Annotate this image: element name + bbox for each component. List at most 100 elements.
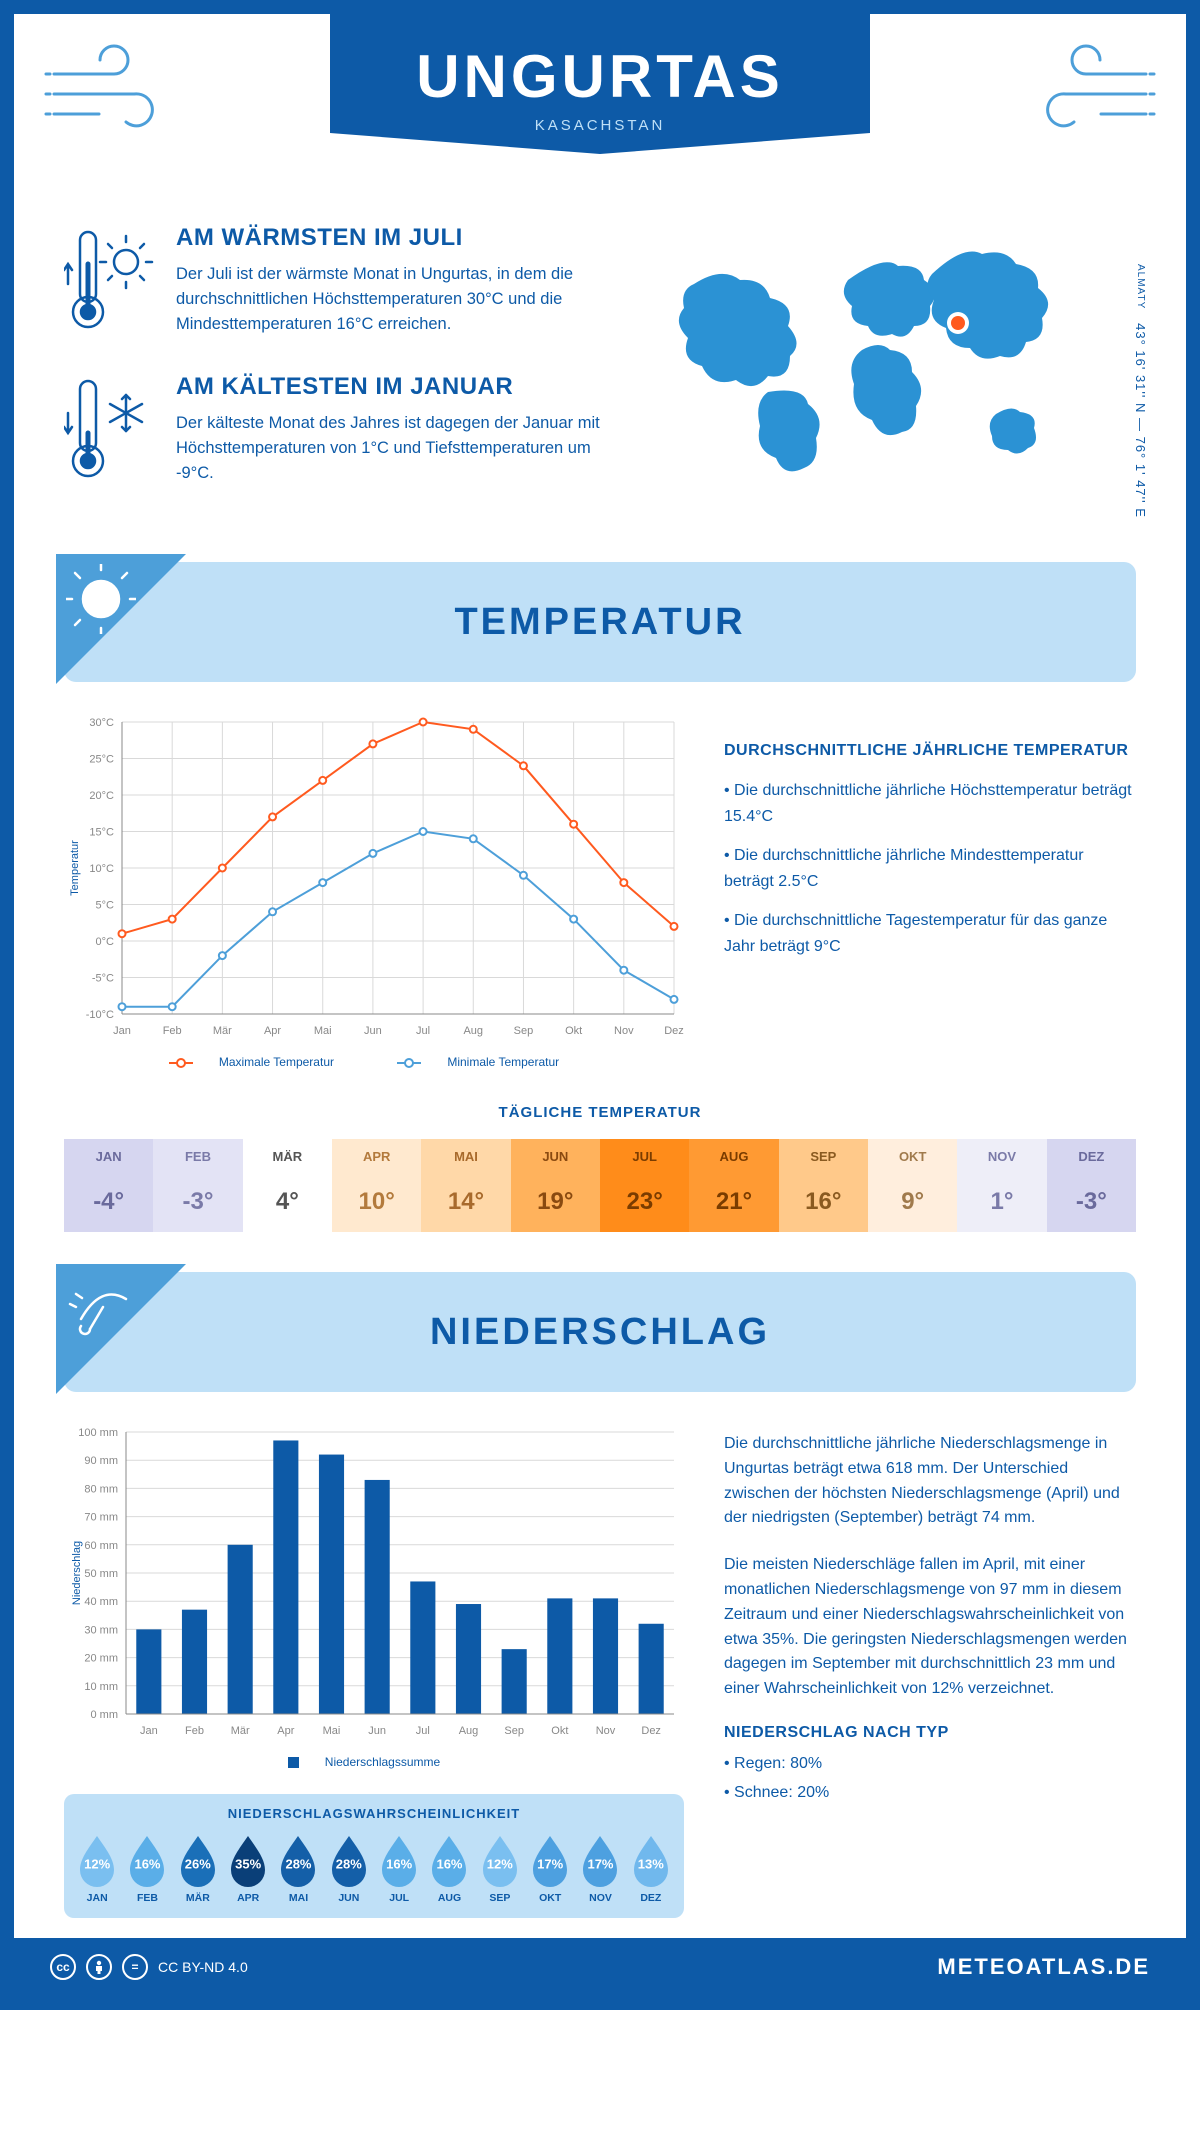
precipitation-area: 0 mm10 mm20 mm30 mm40 mm50 mm60 mm70 mm8… — [14, 1422, 1186, 1938]
probability-drop: 28%JUN — [326, 1833, 372, 1904]
svg-text:0°C: 0°C — [96, 936, 115, 948]
probability-drop: 13%DEZ — [628, 1833, 674, 1904]
temperature-legend: Maximale Temperatur Minimale Temperatur — [64, 1055, 684, 1069]
daily-cell: AUG21° — [689, 1139, 778, 1232]
coldest-fact: AM KÄLTESTEN IM JANUAR Der kälteste Mona… — [64, 373, 626, 488]
svg-text:Niederschlag: Niederschlag — [71, 1541, 83, 1605]
daily-grid: JAN-4°FEB-3°MÄR4°APR10°MAI14°JUN19°JUL23… — [64, 1139, 1136, 1232]
probability-drop: 16%JUL — [376, 1833, 422, 1904]
precipitation-chart: 0 mm10 mm20 mm30 mm40 mm50 mm60 mm70 mm8… — [64, 1422, 684, 1918]
probability-drop: 12%JAN — [74, 1833, 120, 1904]
thermometer-snow-icon — [64, 373, 154, 488]
svg-text:-5°C: -5°C — [92, 973, 114, 985]
probability-drops: 12%JAN16%FEB26%MÄR35%APR28%MAI28%JUN16%J… — [74, 1833, 674, 1904]
svg-text:Aug: Aug — [463, 1025, 483, 1037]
legend-max: Maximale Temperatur — [219, 1055, 334, 1069]
svg-text:15°C: 15°C — [89, 827, 114, 839]
warmest-title: AM WÄRMSTEN IM JULI — [176, 224, 626, 252]
section-title-temperature: TEMPERATUR — [454, 601, 745, 644]
probability-drop: 16%AUG — [426, 1833, 472, 1904]
daily-cell: MÄR4° — [243, 1139, 332, 1232]
probability-drop: 28%MAI — [275, 1833, 321, 1904]
svg-text:Mär: Mär — [231, 1725, 250, 1737]
svg-text:30°C: 30°C — [89, 717, 114, 729]
svg-text:30 mm: 30 mm — [84, 1624, 118, 1636]
svg-text:100 mm: 100 mm — [78, 1427, 118, 1439]
svg-text:Jun: Jun — [364, 1025, 382, 1037]
legend-min: Minimale Temperatur — [447, 1055, 559, 1069]
precip-legend-label: Niederschlagssumme — [325, 1755, 440, 1769]
daily-cell: SEP16° — [779, 1139, 868, 1232]
daily-cell: OKT9° — [868, 1139, 957, 1232]
svg-text:20 mm: 20 mm — [84, 1653, 118, 1665]
temp-summary-heading: DURCHSCHNITTLICHE JÄHRLICHE TEMPERATUR — [724, 742, 1136, 760]
probability-drop: 12%SEP — [477, 1833, 523, 1904]
facts-column: AM WÄRMSTEN IM JULI Der Juli ist der wär… — [64, 224, 626, 522]
section-title-precipitation: NIEDERSCHLAG — [430, 1311, 770, 1354]
svg-text:Sep: Sep — [504, 1725, 524, 1737]
svg-text:5°C: 5°C — [96, 900, 115, 912]
svg-text:50 mm: 50 mm — [84, 1568, 118, 1580]
probability-drop: 26%MÄR — [175, 1833, 221, 1904]
svg-text:Okt: Okt — [551, 1725, 568, 1737]
svg-text:Jan: Jan — [113, 1025, 131, 1037]
precip-legend: Niederschlagssumme — [64, 1755, 684, 1769]
daily-cell: APR10° — [332, 1139, 421, 1232]
world-map-icon — [656, 224, 1096, 484]
daily-cell: NOV1° — [957, 1139, 1046, 1232]
section-bar-precipitation: NIEDERSCHLAG — [64, 1272, 1136, 1392]
thermometer-sun-icon — [64, 224, 154, 339]
probability-drop: 17%NOV — [577, 1833, 623, 1904]
temperature-summary: DURCHSCHNITTLICHE JÄHRLICHE TEMPERATUR •… — [724, 712, 1136, 1069]
brand: METEOATLAS.DE — [937, 1954, 1150, 1980]
probability-drop: 35%APR — [225, 1833, 271, 1904]
wind-swirl-icon — [1016, 44, 1156, 144]
svg-text:-10°C: -10°C — [86, 1009, 114, 1021]
svg-text:Dez: Dez — [641, 1725, 661, 1737]
probability-heading: NIEDERSCHLAGSWAHRSCHEINLICHKEIT — [74, 1806, 674, 1821]
temp-summary-b1: • Die durchschnittliche jährliche Höchst… — [724, 778, 1136, 829]
license-text: CC BY-ND 4.0 — [158, 1959, 248, 1975]
location-title: UNGURTAS — [330, 42, 870, 111]
daily-cell: DEZ-3° — [1047, 1139, 1136, 1232]
svg-text:20°C: 20°C — [89, 790, 114, 802]
svg-text:Okt: Okt — [565, 1025, 582, 1037]
svg-text:60 mm: 60 mm — [84, 1540, 118, 1552]
temp-summary-b3: • Die durchschnittliche Tagestemperatur … — [724, 908, 1136, 959]
svg-text:10 mm: 10 mm — [84, 1681, 118, 1693]
warmest-text: Der Juli ist der wärmste Monat in Ungurt… — [176, 262, 626, 336]
section-bar-temperature: TEMPERATUR — [64, 562, 1136, 682]
svg-text:0 mm: 0 mm — [91, 1709, 119, 1721]
svg-text:Mai: Mai — [323, 1725, 341, 1737]
daily-cell: MAI14° — [421, 1139, 510, 1232]
svg-text:Sep: Sep — [514, 1025, 534, 1037]
probability-box: NIEDERSCHLAGSWAHRSCHEINLICHKEIT 12%JAN16… — [64, 1794, 684, 1918]
precip-type-b1: • Regen: 80% — [724, 1752, 1136, 1777]
page: UNGURTAS KASACHSTAN AM WÄRMSTEN IM JULI … — [0, 0, 1200, 2010]
coldest-text: Der kälteste Monat des Jahres ist dagege… — [176, 411, 626, 485]
svg-text:Jan: Jan — [140, 1725, 158, 1737]
coldest-title: AM KÄLTESTEN IM JANUAR — [176, 373, 626, 401]
daily-cell: JUL23° — [600, 1139, 689, 1232]
precipitation-text: Die durchschnittliche jährliche Niedersc… — [724, 1422, 1136, 1918]
svg-text:70 mm: 70 mm — [84, 1512, 118, 1524]
svg-text:80 mm: 80 mm — [84, 1483, 118, 1495]
coordinates: ALMATY 43° 16' 31'' N — 76° 1' 47'' E — [1133, 264, 1148, 518]
svg-text:Dez: Dez — [664, 1025, 684, 1037]
license: cc = CC BY-ND 4.0 — [50, 1954, 248, 1980]
temp-summary-b2: • Die durchschnittliche jährliche Mindes… — [724, 843, 1136, 894]
daily-temperature: TÄGLICHE TEMPERATUR JAN-4°FEB-3°MÄR4°APR… — [14, 1104, 1186, 1272]
probability-drop: 16%FEB — [124, 1833, 170, 1904]
map-column: ALMATY 43° 16' 31'' N — 76° 1' 47'' E — [656, 224, 1136, 522]
daily-cell: JUN19° — [511, 1139, 600, 1232]
svg-text:Nov: Nov — [614, 1025, 634, 1037]
by-icon — [86, 1954, 112, 1980]
header: UNGURTAS KASACHSTAN — [14, 14, 1186, 214]
svg-text:Apr: Apr — [264, 1025, 281, 1037]
sun-icon — [56, 554, 186, 684]
region-label: ALMATY — [1135, 264, 1146, 309]
daily-cell: JAN-4° — [64, 1139, 153, 1232]
svg-text:Aug: Aug — [459, 1725, 479, 1737]
svg-text:Feb: Feb — [163, 1025, 182, 1037]
location-subtitle: KASACHSTAN — [330, 117, 870, 134]
